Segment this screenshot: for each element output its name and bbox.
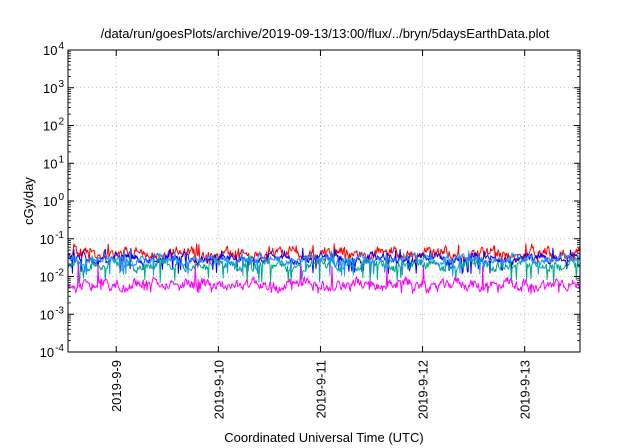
x-axis: 2019-9-9 2019-9-10 2019-9-11 2019-9-12 2019-… [109,50,533,419]
y-tick-label: 101 [43,154,64,171]
y-tick-label: 103 [43,79,64,96]
series-line [67,249,581,277]
x-tick-label: 2019-9-12 [416,360,431,419]
plot-area [67,243,581,295]
y-tick-label: 102 [43,117,64,134]
chart-title: /data/run/goesPlots/archive/2019-09-13/1… [101,26,550,41]
y-tick-label: 10-3 [40,305,65,322]
y-tick-label: 10-4 [40,343,65,360]
x-tick-label: 2019-9-9 [109,360,124,412]
series-line [67,263,581,295]
y-tick-label: 104 [43,41,64,58]
x-tick-label: 2019-9-11 [313,360,328,418]
y-tick-label: 10-1 [40,230,65,247]
y-axis-label: cGy/day [21,177,36,225]
grid [68,50,580,352]
y-tick-label: 100 [43,192,64,209]
x-axis-label: Coordinated Universal Time (UTC) [224,430,423,445]
y-tick-label: 10-2 [40,268,65,285]
y-axis: 10-4 10-3 10-2 10-1 100 101 102 103 104 [40,41,580,360]
x-tick-label: 2019-9-13 [518,360,533,419]
x-tick-label: 2019-9-10 [211,360,226,419]
